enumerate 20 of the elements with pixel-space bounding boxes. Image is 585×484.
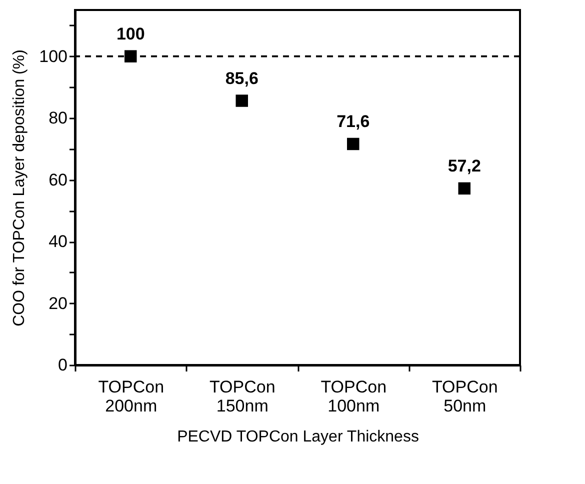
y-tick-label: 100 [39, 46, 68, 66]
data-label: 57,2 [448, 156, 481, 176]
x-tick-label: TOPCon 50nm [432, 378, 498, 416]
x-tick-label: TOPCon 200nm [98, 378, 164, 416]
point [236, 94, 248, 107]
x-tick-label: TOPCon 100nm [320, 378, 387, 416]
x-axis-title: PECVD TOPCon Layer Thickness [177, 428, 419, 446]
y-tick-label: 80 [48, 108, 68, 128]
data-label: 100 [116, 24, 145, 44]
data-label: 71,6 [336, 112, 370, 131]
point [458, 182, 470, 195]
point [124, 50, 137, 62]
y-tick-label: 0 [58, 356, 68, 374]
y-tick-label: 40 [48, 232, 68, 252]
point [347, 138, 360, 150]
x-tick-label: TOPCon 150nm [209, 378, 276, 416]
y-tick-label: 60 [48, 170, 68, 190]
y-axis-title: COO for TOPCon Layer deposition (%) [11, 50, 28, 326]
data-label: 85,6 [225, 68, 258, 88]
y-tick-label: 20 [48, 294, 68, 313]
